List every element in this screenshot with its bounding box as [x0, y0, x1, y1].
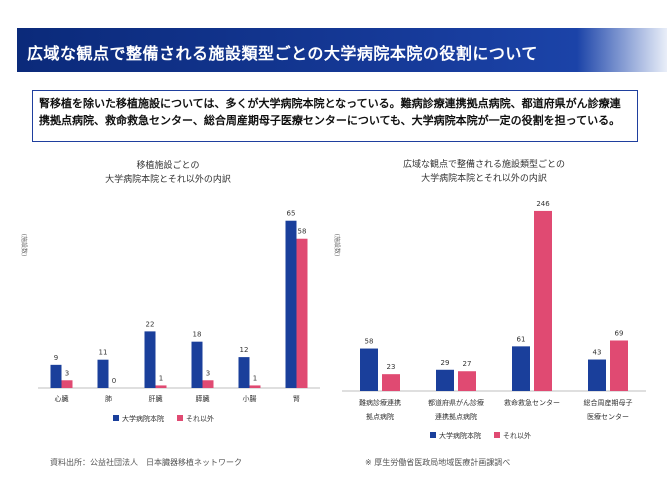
data-label: 65: [287, 210, 296, 218]
source-note-left: 資料出所：公益社団法人 日本臓器移植ネットワーク: [50, 458, 242, 467]
category-label: 腎: [293, 394, 300, 403]
legend-label: それ以外: [503, 431, 531, 440]
y-axis-label: (施設数): [20, 234, 28, 257]
category-label: 拠点病院: [366, 412, 394, 421]
data-label: 0: [112, 377, 116, 385]
data-label: 69: [615, 329, 624, 337]
data-label: 3: [206, 369, 210, 377]
data-label: 43: [593, 349, 602, 357]
data-label: 58: [298, 228, 307, 236]
category-label: 都道府県がん診療: [428, 398, 484, 407]
bar-univ: [285, 220, 297, 388]
bar-univ: [588, 359, 606, 391]
summary-box: 腎移植を除いた移植施設については、多くが大学病院本院となっている。難病診療連携拠…: [32, 90, 638, 142]
category-label: 救命救急センター: [504, 398, 560, 407]
bar-univ: [360, 348, 378, 391]
data-label: 22: [146, 320, 155, 328]
data-label: 12: [240, 346, 249, 354]
data-label: 11: [99, 349, 108, 357]
data-label: 61: [517, 335, 526, 343]
data-label: 1: [253, 374, 257, 382]
data-label: 9: [54, 354, 58, 362]
bar-other: [61, 380, 73, 388]
category-label: 医療センター: [587, 412, 629, 421]
data-label: 29: [441, 359, 450, 367]
header: 広域な観点で整備される施設類型ごとの大学病院本院の役割について: [0, 0, 670, 82]
y-axis-label: (施設数): [333, 234, 341, 257]
data-label: 3: [65, 369, 69, 377]
bar-univ: [191, 341, 203, 388]
category-label: 膵臓: [196, 394, 210, 403]
bar-univ: [238, 357, 250, 388]
bar-other: [458, 371, 476, 391]
bar-univ: [97, 359, 109, 388]
chart-title: 大学病院本院とそれ以外の内訳: [105, 173, 231, 185]
bar-other: [296, 238, 308, 388]
data-label: 1: [159, 374, 163, 382]
category-label: 心臓: [55, 394, 69, 403]
bar-other: [382, 374, 400, 391]
source-note-right: ※ 厚生労働省医政局地域医療計画課調べ: [365, 458, 511, 467]
legend-label: それ以外: [186, 414, 214, 423]
legend-swatch-other: [494, 432, 500, 438]
data-label: 23: [387, 363, 396, 371]
data-label: 27: [463, 360, 472, 368]
bar-univ: [144, 331, 156, 388]
legend-swatch-other: [177, 415, 183, 421]
category-label: 総合周産期母子: [584, 398, 633, 407]
data-label: 246: [536, 200, 550, 208]
chart-title: 大学病院本院とそれ以外の内訳: [421, 172, 547, 184]
page-title: 広域な観点で整備される施設類型ごとの大学病院本院の役割について: [27, 44, 538, 63]
category-label: 難病診療連携: [359, 398, 401, 407]
legend-label: 大学病院本院: [122, 414, 164, 423]
bar-other: [610, 340, 628, 391]
title-bar: 広域な観点で整備される施設類型ごとの大学病院本院の役割について: [17, 28, 667, 72]
bar-other: [249, 385, 261, 388]
data-label: 58: [365, 338, 374, 346]
bar-other: [155, 385, 167, 388]
bar-univ: [512, 346, 530, 391]
data-label: 18: [193, 331, 202, 339]
legend-label: 大学病院本院: [439, 431, 481, 440]
bar-univ: [436, 369, 454, 391]
category-label: 肝臓: [149, 394, 163, 403]
legend-swatch-univ: [113, 415, 119, 421]
chart-title: 移植施設ごとの: [137, 159, 200, 171]
bar-other: [202, 380, 214, 388]
category-label: 連携拠点病院: [435, 412, 477, 421]
category-label: 肺: [105, 395, 112, 403]
category-label: 小腸: [243, 394, 257, 403]
bar-univ: [50, 364, 62, 388]
bar-other: [534, 210, 552, 391]
legend-swatch-univ: [430, 432, 436, 438]
chart-title: 広域な観点で整備される施設類型ごとの: [403, 158, 565, 170]
